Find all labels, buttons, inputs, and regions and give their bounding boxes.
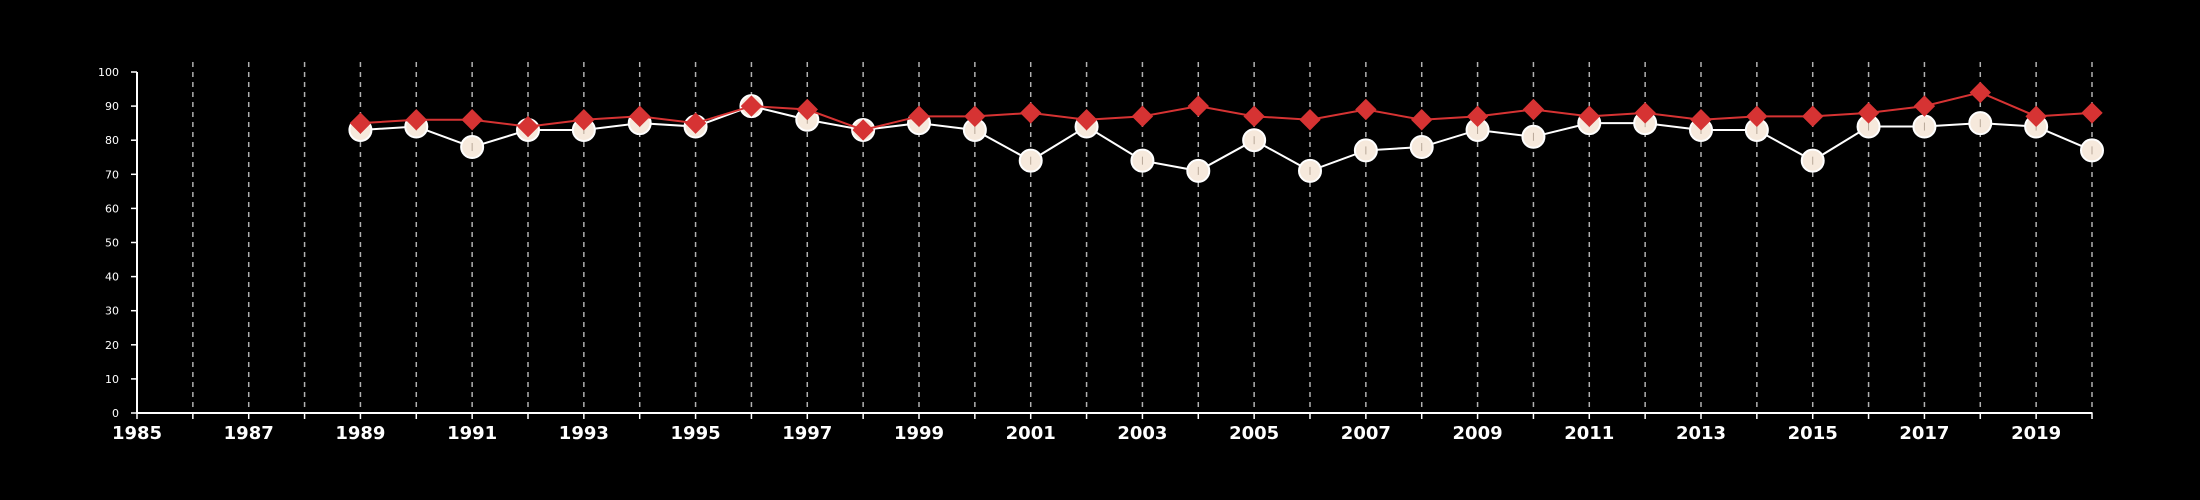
red-diamond-point [1187,95,1209,117]
red-diamond-point [2081,102,2103,124]
red-diamond-point [684,112,707,134]
red-diamond-point [517,115,539,138]
x-tick-label: 1991 [447,423,497,444]
white-circle-point [1409,135,1434,160]
white-circle-point [1912,114,1937,139]
white-circle-point [1800,148,1825,173]
x-tick-label: 1985 [112,423,162,444]
y-tick-label: 70 [105,168,119,181]
x-tick-label: 1997 [782,423,832,444]
y-tick-label: 90 [105,100,119,113]
red-diamond-point [852,119,874,141]
x-tick-label: 1989 [335,423,385,444]
red-diamond-point [1020,102,1042,124]
red-diamond-point [740,95,763,117]
y-tick-label: 0 [112,407,119,420]
x-tick-label: 2015 [1788,423,1838,444]
x-tick-label: 2003 [1117,423,1167,444]
y-tick-label: 30 [105,305,119,318]
red-diamond-point [1634,102,1656,124]
red-diamond-point [1857,102,1880,124]
red-diamond-point [1131,105,1154,128]
red-diamond-point [1578,105,1600,128]
red-diamond-point [2025,105,2047,128]
red-diamond-point [461,109,483,131]
red-diamond-point [1075,109,1098,131]
red-diamond-point [1466,105,1489,128]
y-tick-label: 20 [105,339,119,352]
white-circle-point [1018,148,1043,173]
x-tick-label: 2017 [1899,423,1949,444]
x-tick-label: 2013 [1676,423,1726,444]
y-tick-label: 100 [98,66,119,79]
red-diamond-point [1913,95,1936,117]
x-tick-label: 1987 [224,423,274,444]
red-diamond-point [796,98,818,121]
red-diamond-point [964,105,986,128]
red-diamond-point [1690,109,1712,131]
x-tick-label: 2007 [1341,423,1391,444]
red-diamond-point [1411,109,1433,131]
x-tick-label: 2019 [2011,423,2061,444]
red-diamond-point [1355,98,1377,121]
white-circle-point [1186,158,1211,183]
red-diamond-series-line [360,91,2093,132]
x-tick-label: 1993 [559,423,609,444]
x-tick-label: 2005 [1229,423,1279,444]
red-diamond-point [573,109,595,131]
y-tick-label: 40 [105,271,119,284]
white-circle-point [1298,158,1322,183]
white-circle-point [1521,124,1546,149]
red-diamond-point [1243,105,1265,128]
white-circle-point [1242,128,1267,153]
x-tick-label: 1999 [894,423,944,444]
red-diamond-point [1746,105,1768,128]
white-circle-point [1130,148,1155,173]
x-tick-label: 2001 [1006,423,1056,444]
red-diamond-point [405,109,427,131]
y-tick-label: 10 [105,373,119,386]
y-tick-label: 60 [105,202,119,215]
white-circle-point [460,135,485,160]
red-diamond-point [1802,105,1824,128]
y-tick-label: 50 [105,237,119,250]
red-diamond-point [908,105,930,128]
red-diamond-point [349,112,372,134]
red-diamond-point [1522,98,1545,121]
x-tick-label: 1995 [671,423,721,444]
x-tick-label: 2011 [1564,423,1614,444]
axes-layer: 0 10 20 30 40 50 60 70 80 90 100 1985 1987 1989 1991 19… [98,66,2093,444]
series-layer [348,81,2104,183]
white-circle-point [1968,111,1993,136]
x-tick-label: 2009 [1453,423,1503,444]
white-circle-point [2080,138,2104,163]
red-diamond-point [1299,109,1321,131]
white-circle-point [1353,138,1378,163]
red-diamond-point [629,105,651,128]
red-diamond-point [1969,81,1991,104]
y-tick-label: 80 [105,134,119,147]
grid-layer [192,62,2093,413]
